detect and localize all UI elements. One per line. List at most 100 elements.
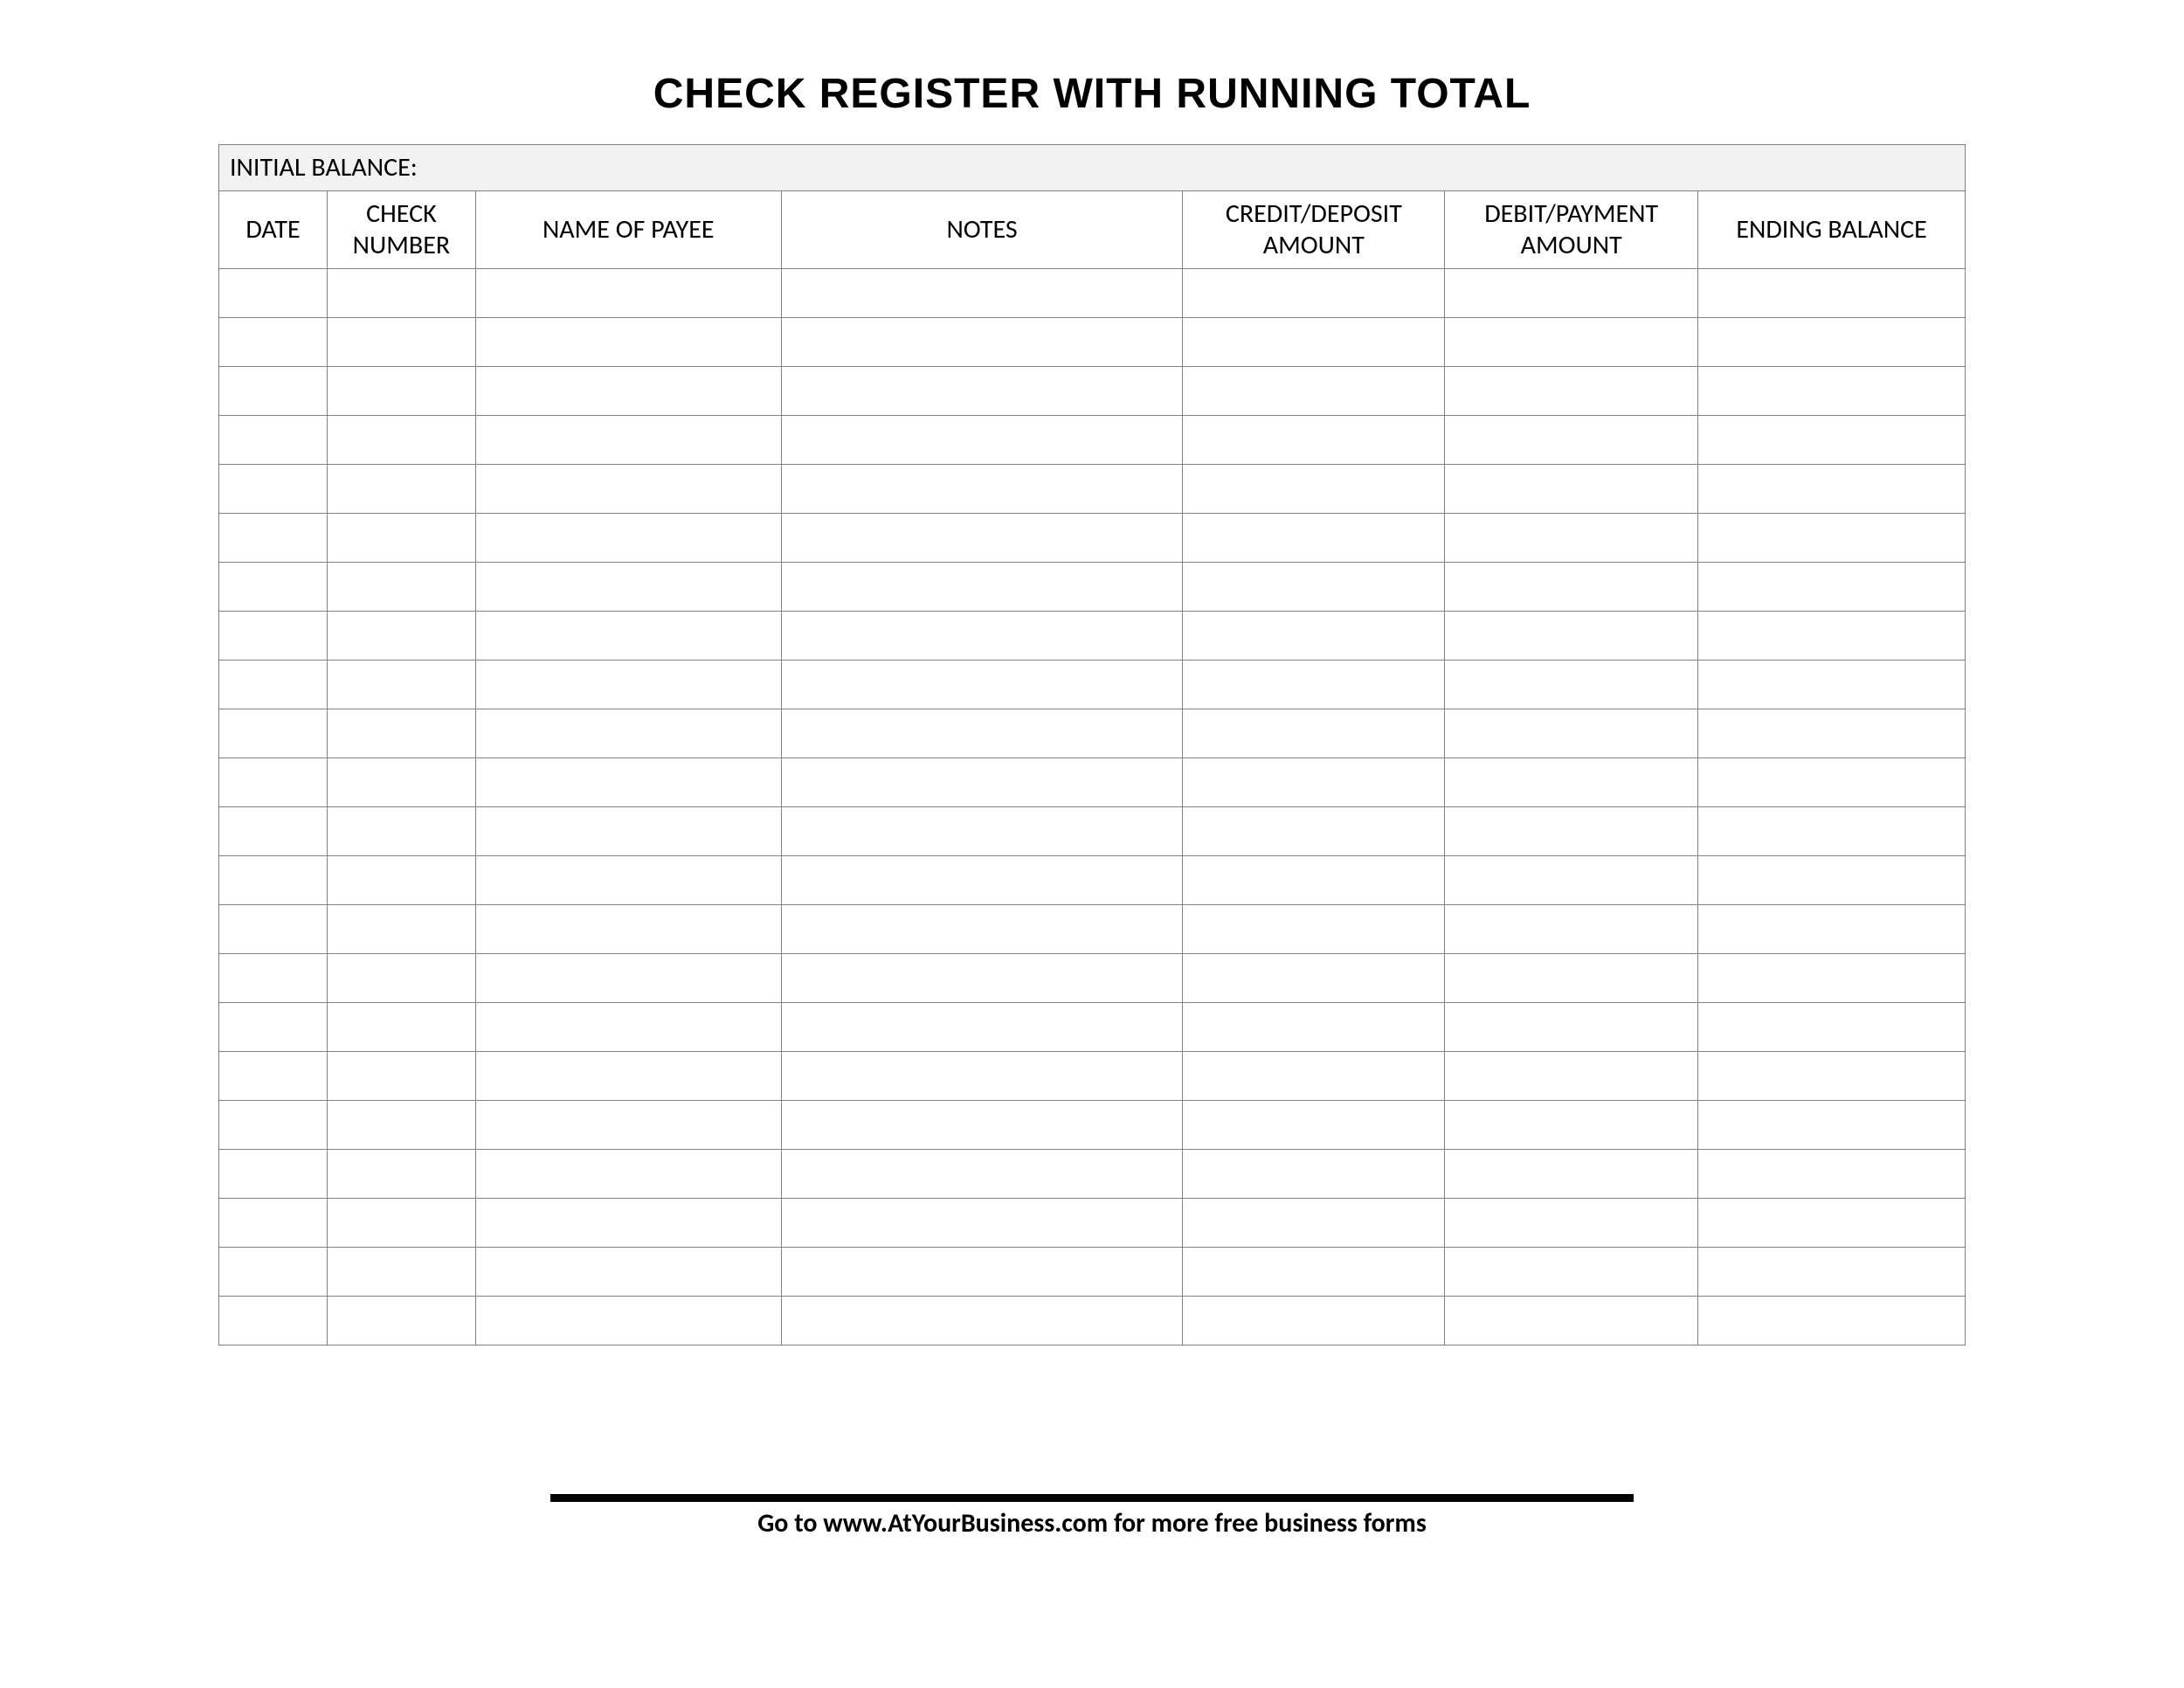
- table-cell: [327, 465, 475, 514]
- table-row: [219, 1052, 1966, 1101]
- table-cell: [781, 1248, 1183, 1297]
- table-cell: [781, 1199, 1183, 1248]
- initial-balance-label: INITIAL BALANCE:: [219, 145, 1966, 191]
- table-cell: [781, 905, 1183, 954]
- table-cell: [1698, 1199, 1966, 1248]
- footer-text: Go to www.AtYourBusiness.com for more fr…: [218, 1507, 1966, 1539]
- table-cell: [475, 612, 781, 661]
- table-cell: [475, 1003, 781, 1052]
- table-cell: [781, 758, 1183, 807]
- table-cell: [1183, 661, 1445, 709]
- table-cell: [1445, 807, 1698, 856]
- table-cell: [327, 1150, 475, 1199]
- table-cell: [475, 1052, 781, 1101]
- table-cell: [1445, 758, 1698, 807]
- table-cell: [1445, 905, 1698, 954]
- table-cell: [781, 1101, 1183, 1150]
- table-cell: [327, 1199, 475, 1248]
- table-cell: [1445, 1297, 1698, 1346]
- table-cell: [781, 612, 1183, 661]
- table-cell: [1183, 856, 1445, 905]
- table-cell: [1183, 563, 1445, 612]
- table-cell: [219, 954, 328, 1003]
- table-cell: [475, 563, 781, 612]
- table-cell: [327, 563, 475, 612]
- table-cell: [1698, 1052, 1966, 1101]
- table-cell: [1183, 758, 1445, 807]
- table-cell: [1445, 1199, 1698, 1248]
- table-cell: [1698, 1003, 1966, 1052]
- table-cell: [219, 269, 328, 318]
- table-cell: [781, 563, 1183, 612]
- table-cell: [219, 758, 328, 807]
- table-cell: [327, 758, 475, 807]
- table-cell: [327, 612, 475, 661]
- table-cell: [327, 1248, 475, 1297]
- table-cell: [1445, 1150, 1698, 1199]
- table-row: [219, 954, 1966, 1003]
- table-cell: [1698, 758, 1966, 807]
- table-cell: [1698, 1150, 1966, 1199]
- table-row: [219, 1297, 1966, 1346]
- table-cell: [1183, 709, 1445, 758]
- table-cell: [781, 465, 1183, 514]
- table-cell: [219, 563, 328, 612]
- table-cell: [475, 367, 781, 416]
- table-cell: [781, 318, 1183, 367]
- table-cell: [1445, 269, 1698, 318]
- table-cell: [327, 367, 475, 416]
- table-header-row: DATE CHECK NUMBER NAME OF PAYEE NOTES CR…: [219, 191, 1966, 269]
- table-cell: [327, 709, 475, 758]
- table-row: [219, 758, 1966, 807]
- table-cell: [1183, 514, 1445, 563]
- table-cell: [475, 1199, 781, 1248]
- col-header-check-number: CHECK NUMBER: [327, 191, 475, 269]
- table-cell: [475, 416, 781, 465]
- table-cell: [1183, 1199, 1445, 1248]
- table-cell: [327, 807, 475, 856]
- table-row: [219, 269, 1966, 318]
- table-cell: [1698, 612, 1966, 661]
- table-cell: [219, 1101, 328, 1150]
- table-row: [219, 1199, 1966, 1248]
- table-cell: [1698, 661, 1966, 709]
- col-header-date: DATE: [219, 191, 328, 269]
- table-row: [219, 905, 1966, 954]
- table-cell: [781, 661, 1183, 709]
- table-cell: [475, 514, 781, 563]
- table-cell: [327, 318, 475, 367]
- table-cell: [475, 905, 781, 954]
- table-cell: [781, 954, 1183, 1003]
- table-cell: [327, 1003, 475, 1052]
- table-cell: [1698, 318, 1966, 367]
- table-cell: [1698, 416, 1966, 465]
- table-row: [219, 465, 1966, 514]
- table-cell: [1183, 416, 1445, 465]
- col-header-notes: NOTES: [781, 191, 1183, 269]
- table-cell: [327, 514, 475, 563]
- table-cell: [1183, 318, 1445, 367]
- table-row: [219, 1101, 1966, 1150]
- table-row: [219, 367, 1966, 416]
- table-cell: [219, 1150, 328, 1199]
- col-header-credit: CREDIT/DEPOSIT AMOUNT: [1183, 191, 1445, 269]
- table-cell: [475, 709, 781, 758]
- col-header-debit: DEBIT/PAYMENT AMOUNT: [1445, 191, 1698, 269]
- table-cell: [1445, 367, 1698, 416]
- table-cell: [475, 1101, 781, 1150]
- table-cell: [781, 269, 1183, 318]
- table-cell: [475, 758, 781, 807]
- table-cell: [1445, 612, 1698, 661]
- table-cell: [327, 1297, 475, 1346]
- table-cell: [219, 612, 328, 661]
- table-cell: [219, 709, 328, 758]
- table-cell: [1698, 563, 1966, 612]
- table-cell: [781, 1052, 1183, 1101]
- table-cell: [1698, 905, 1966, 954]
- table-cell: [781, 856, 1183, 905]
- table-cell: [219, 514, 328, 563]
- table-cell: [1183, 954, 1445, 1003]
- table-row: [219, 807, 1966, 856]
- table-cell: [1698, 1297, 1966, 1346]
- table-cell: [1698, 1248, 1966, 1297]
